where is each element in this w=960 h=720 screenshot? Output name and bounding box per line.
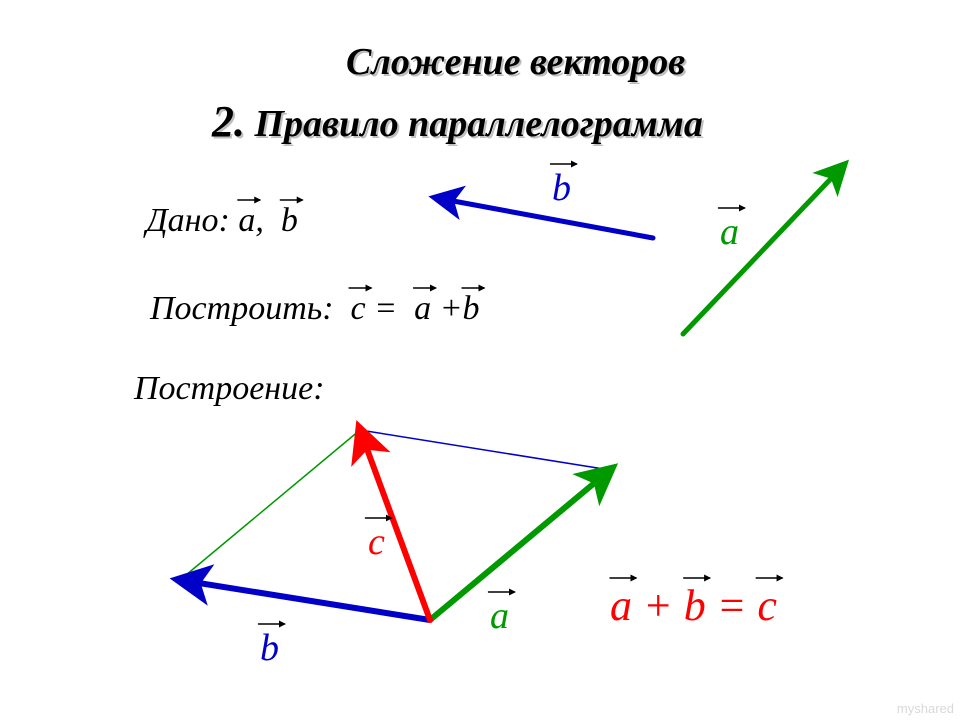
given-prefix: Дано: [146, 202, 238, 239]
build-plus: + [431, 290, 462, 327]
para-b-label: b [260, 626, 279, 670]
vector-a-symbol: a [238, 202, 255, 240]
vector-b-symbol: b [281, 202, 298, 240]
title-line1: Сложение векторов [346, 40, 685, 84]
result-eq: = [706, 581, 758, 630]
para-a-label: a [490, 594, 509, 638]
result-a: a [610, 580, 632, 631]
result-equation: a + b = c [610, 580, 777, 631]
construction-label: Построение: [134, 370, 325, 408]
para-c-label: c [368, 520, 385, 564]
title-rest: Правило параллелограмма [245, 103, 703, 145]
vector-b-symbol: b [463, 290, 480, 328]
given-comma: , [255, 202, 272, 239]
result-c: c [757, 580, 777, 631]
given-text: Дано: a, b [146, 202, 298, 240]
vector-a-label: a [720, 210, 739, 254]
build-eq: = [366, 290, 406, 327]
title-prefix: 2. [212, 97, 245, 146]
title-line2: 2. Правило параллелограмма [212, 96, 703, 147]
vector-c-symbol: c [351, 290, 366, 328]
build-prefix: Построить: [150, 290, 342, 327]
build-text: Построить: c = a +b [150, 290, 480, 328]
watermark: myshared [897, 701, 954, 716]
vector-a-symbol: a [414, 290, 431, 328]
result-b: b [684, 580, 706, 631]
vector-b-label: b [552, 166, 571, 210]
result-plus: + [632, 581, 684, 630]
